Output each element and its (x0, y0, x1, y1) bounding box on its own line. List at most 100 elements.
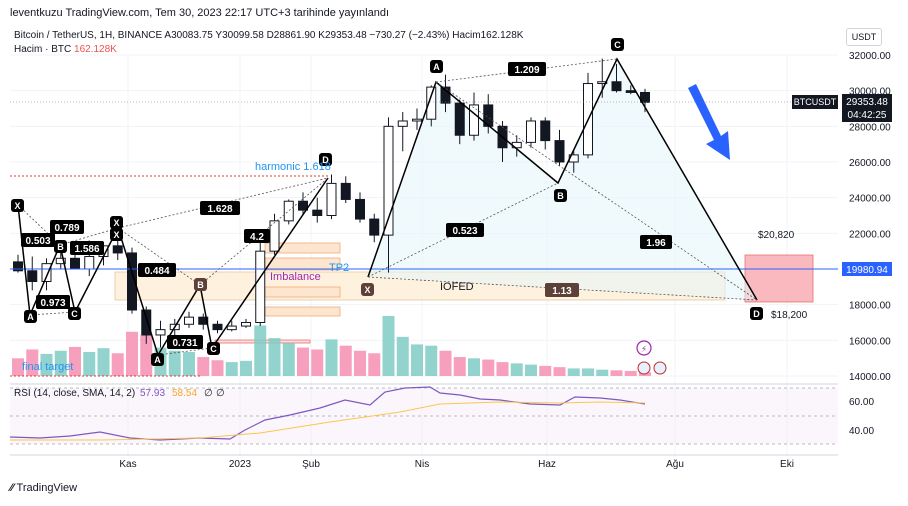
volume-bar (567, 368, 580, 376)
candle-body (440, 86, 451, 104)
time-tick-label: Şub (302, 459, 320, 470)
ratio-0503: 0.503 (25, 236, 50, 247)
point-c1: C (71, 309, 78, 319)
target-bottom-label: $18,200 (771, 310, 808, 321)
ratio-1628: 1.628 (207, 204, 232, 215)
candle-body (212, 323, 223, 331)
pattern-xabcd-large (367, 57, 758, 301)
event-icon[interactable] (636, 340, 652, 356)
volume-bar (111, 353, 124, 376)
point-a2: A (154, 355, 161, 365)
time-tick-label: Eki (780, 459, 794, 470)
price-tick-label: 26000.00 (849, 158, 891, 169)
volume-bar (40, 353, 53, 376)
published-note: leventkuzu TradingView.com, Tem 30, 2023… (10, 7, 390, 19)
us-flag-icon-2[interactable] (653, 361, 667, 375)
price-tick-label: 24000.00 (849, 194, 891, 205)
candle-body (540, 120, 551, 142)
volume-bar (453, 357, 466, 376)
rsi-line (9, 386, 646, 441)
volume-bar (339, 345, 352, 376)
price-tick-label: 16000.00 (849, 336, 891, 347)
volume-value: 162.128K (74, 44, 117, 55)
candle-body (483, 104, 494, 127)
price-tick-label: 28000.00 (849, 122, 891, 133)
price-tag (842, 94, 892, 122)
candle-body (554, 140, 565, 163)
rsi-ma-line (10, 401, 646, 441)
candle-body (226, 325, 237, 331)
candle-body (469, 104, 479, 136)
volume-bar (297, 347, 309, 376)
candle-body (640, 91, 650, 103)
volume-bar (211, 360, 224, 376)
volume-bar (97, 348, 110, 376)
candle-body (597, 81, 608, 85)
point-x1: X (14, 201, 20, 211)
volume-bar (325, 339, 338, 376)
blue-down-arrow (688, 84, 730, 160)
time-axis: Kas 2023 Şub Nis Haz Ağu Eki (119, 459, 794, 470)
volume-bar (311, 349, 324, 376)
imbalance-box-4 (264, 306, 341, 317)
tradingview-brand: ⁄⁄ TradingView (10, 482, 77, 494)
us-flag-icon[interactable] (637, 361, 651, 375)
rsi-tick-60: 60.00 (849, 397, 874, 408)
volume-bar (582, 368, 594, 376)
ratio-0789: 0.789 (54, 223, 79, 234)
volume-bar (539, 365, 552, 376)
volume-bar (26, 349, 39, 376)
rsi-extra-2: ∅ (216, 388, 225, 399)
volume-bar (126, 331, 138, 376)
tp2-label: TP2 (329, 262, 349, 274)
candle-body (625, 90, 636, 93)
volume-bar (354, 350, 366, 376)
candle-body (198, 316, 209, 325)
point-x3: X (364, 285, 370, 295)
candle-body (526, 120, 536, 143)
ratio-196: 1.96 (646, 238, 666, 249)
level-tag (842, 262, 892, 276)
candle-body (141, 309, 152, 336)
volume-bar (382, 316, 395, 376)
point-c3: C (614, 40, 621, 50)
time-tick-label: Haz (538, 459, 556, 470)
target-top-label: $20,820 (758, 230, 795, 241)
candle-body (397, 120, 408, 127)
ticker-tag (792, 95, 838, 109)
candle-body (611, 81, 622, 92)
candle-body (312, 209, 323, 216)
symbol-line: Bitcoin / TetherUS, 1H, BINANCE A30083.7… (14, 30, 524, 41)
candle-body (355, 198, 365, 220)
ratio-0973: 0.973 (40, 298, 65, 309)
volume-bar (268, 338, 281, 376)
volume-bar (282, 343, 295, 376)
ratio-0523: 0.523 (452, 226, 477, 237)
candle-body (127, 252, 137, 311)
ratio-1586: 1.586 (74, 244, 99, 255)
point-c2: C (210, 344, 217, 354)
candle-body (383, 125, 394, 236)
currency-button[interactable]: USDT (846, 28, 882, 46)
time-tick-label: Kas (119, 459, 136, 470)
candle-body (55, 257, 66, 265)
volume-bar (225, 362, 238, 376)
candle-body (70, 257, 80, 270)
volume-bar (482, 359, 495, 376)
point-b1: B (57, 242, 64, 252)
level-tag-text: 19980.94 (846, 265, 888, 276)
candle-body (255, 250, 266, 324)
ratio-113: 1.13 (552, 286, 572, 297)
candle-body (112, 245, 123, 254)
volume-bars (12, 316, 651, 376)
final-target-label: final target (22, 361, 73, 373)
time-tick-label: Ağu (666, 459, 684, 470)
volume-bar (240, 360, 252, 376)
price-tick-label: 14000.00 (849, 372, 891, 383)
tv-logo-icon: ⁄⁄ (10, 482, 14, 494)
price-tick-label: 22000.00 (849, 229, 891, 240)
volume-legend: Hacim · BTC 162.128K (14, 44, 117, 55)
volume-bar (610, 370, 623, 376)
rsi-value: 57.93 (140, 388, 165, 399)
